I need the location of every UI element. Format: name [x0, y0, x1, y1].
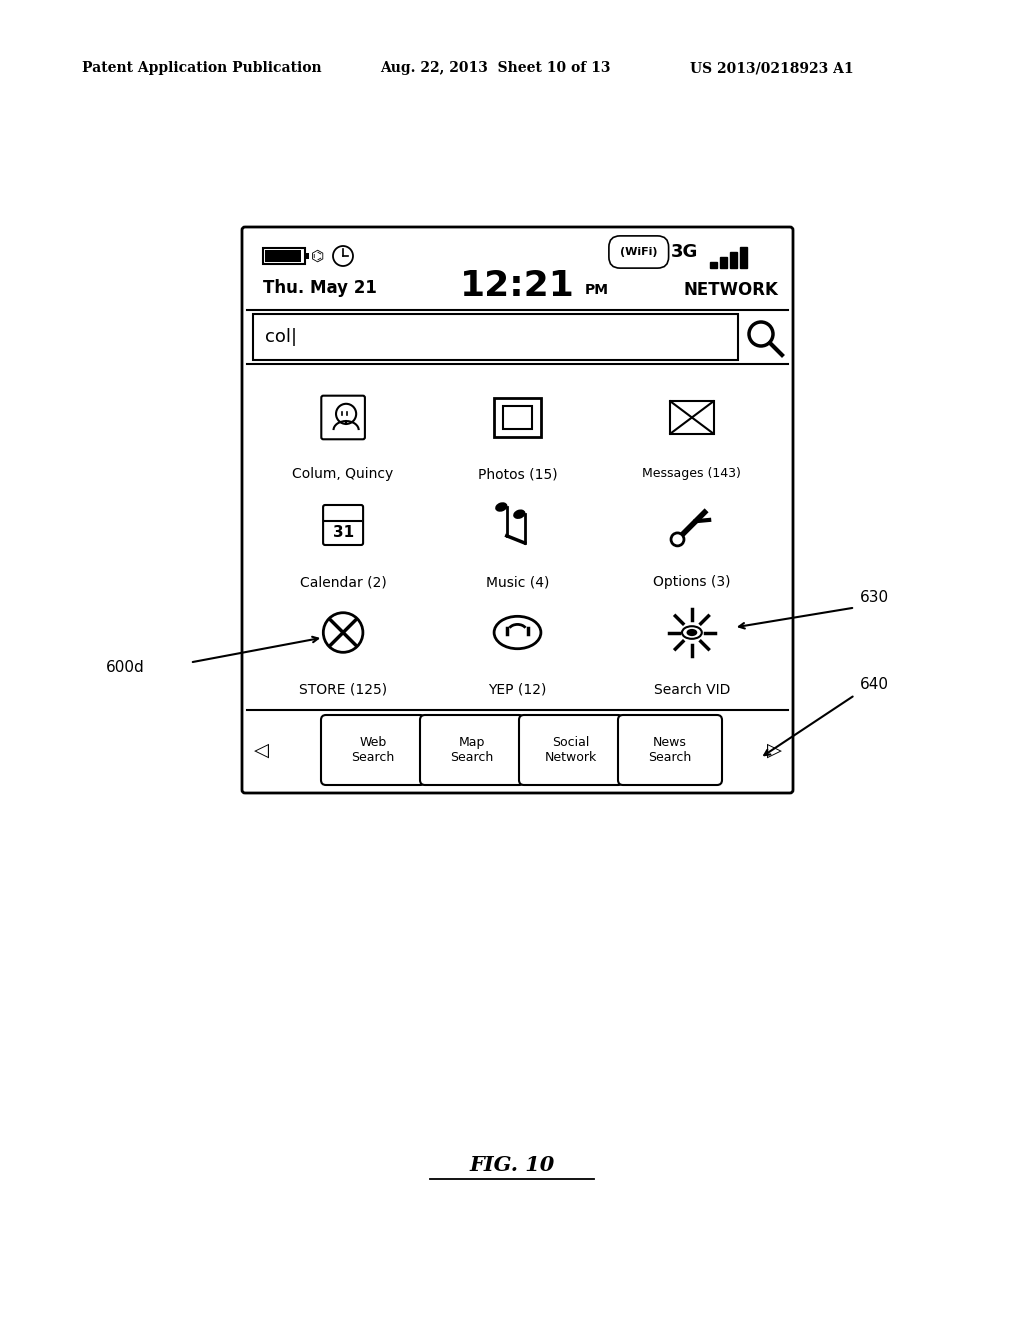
Text: Map
Search: Map Search: [451, 737, 494, 764]
Text: Patent Application Publication: Patent Application Publication: [82, 61, 322, 75]
Text: Colum, Quincy: Colum, Quincy: [293, 467, 393, 482]
Text: Photos (15): Photos (15): [477, 467, 557, 482]
Text: ▷: ▷: [767, 741, 781, 759]
Bar: [503, 407, 531, 429]
Text: 3G: 3G: [672, 243, 698, 261]
Text: Messages (143): Messages (143): [642, 467, 741, 480]
Text: Thu. May 21: Thu. May 21: [263, 279, 377, 297]
Bar: [740, 247, 746, 268]
FancyBboxPatch shape: [519, 715, 623, 785]
Text: YEP (12): YEP (12): [488, 682, 547, 697]
Text: Music (4): Music (4): [485, 576, 549, 589]
Ellipse shape: [495, 616, 541, 648]
Circle shape: [324, 612, 362, 652]
FancyBboxPatch shape: [321, 715, 425, 785]
Text: Web
Search: Web Search: [351, 737, 394, 764]
Bar: [263, 248, 305, 264]
FancyBboxPatch shape: [242, 227, 793, 793]
Ellipse shape: [513, 510, 525, 519]
Text: ◁: ◁: [254, 741, 268, 759]
Circle shape: [333, 246, 353, 267]
Bar: [671, 401, 714, 434]
Text: 630: 630: [860, 590, 889, 605]
Text: Social
Network: Social Network: [545, 737, 597, 764]
Text: 600d: 600d: [106, 660, 145, 675]
Text: PM: PM: [585, 282, 609, 297]
Text: 12:21: 12:21: [460, 269, 574, 304]
Ellipse shape: [686, 628, 697, 636]
Text: US 2013/0218923 A1: US 2013/0218923 A1: [690, 61, 854, 75]
Text: Aug. 22, 2013  Sheet 10 of 13: Aug. 22, 2013 Sheet 10 of 13: [380, 61, 610, 75]
Text: Search VID: Search VID: [653, 682, 730, 697]
Text: STORE (125): STORE (125): [299, 682, 387, 697]
FancyBboxPatch shape: [420, 715, 524, 785]
Text: 31: 31: [333, 525, 353, 540]
Text: NETWORK: NETWORK: [683, 281, 778, 300]
Bar: [495, 397, 541, 437]
Bar: [710, 261, 717, 268]
Text: Options (3): Options (3): [653, 576, 731, 589]
Ellipse shape: [496, 502, 508, 512]
Text: Calendar (2): Calendar (2): [300, 576, 386, 589]
Text: 640: 640: [860, 677, 889, 692]
Bar: [305, 253, 309, 259]
Ellipse shape: [682, 626, 701, 639]
FancyBboxPatch shape: [618, 715, 722, 785]
Circle shape: [336, 404, 356, 424]
FancyBboxPatch shape: [324, 506, 364, 545]
Bar: [720, 257, 727, 268]
Text: News
Search: News Search: [648, 737, 691, 764]
Circle shape: [671, 533, 684, 546]
Text: (WiFi): (WiFi): [620, 247, 657, 257]
Text: FIG. 10: FIG. 10: [469, 1155, 555, 1175]
Bar: [253, 314, 738, 360]
Text: ⌬: ⌬: [311, 248, 325, 264]
Bar: [730, 252, 737, 268]
Bar: [265, 249, 301, 261]
Circle shape: [749, 322, 773, 346]
Text: col|: col|: [265, 327, 297, 346]
FancyBboxPatch shape: [322, 396, 365, 440]
